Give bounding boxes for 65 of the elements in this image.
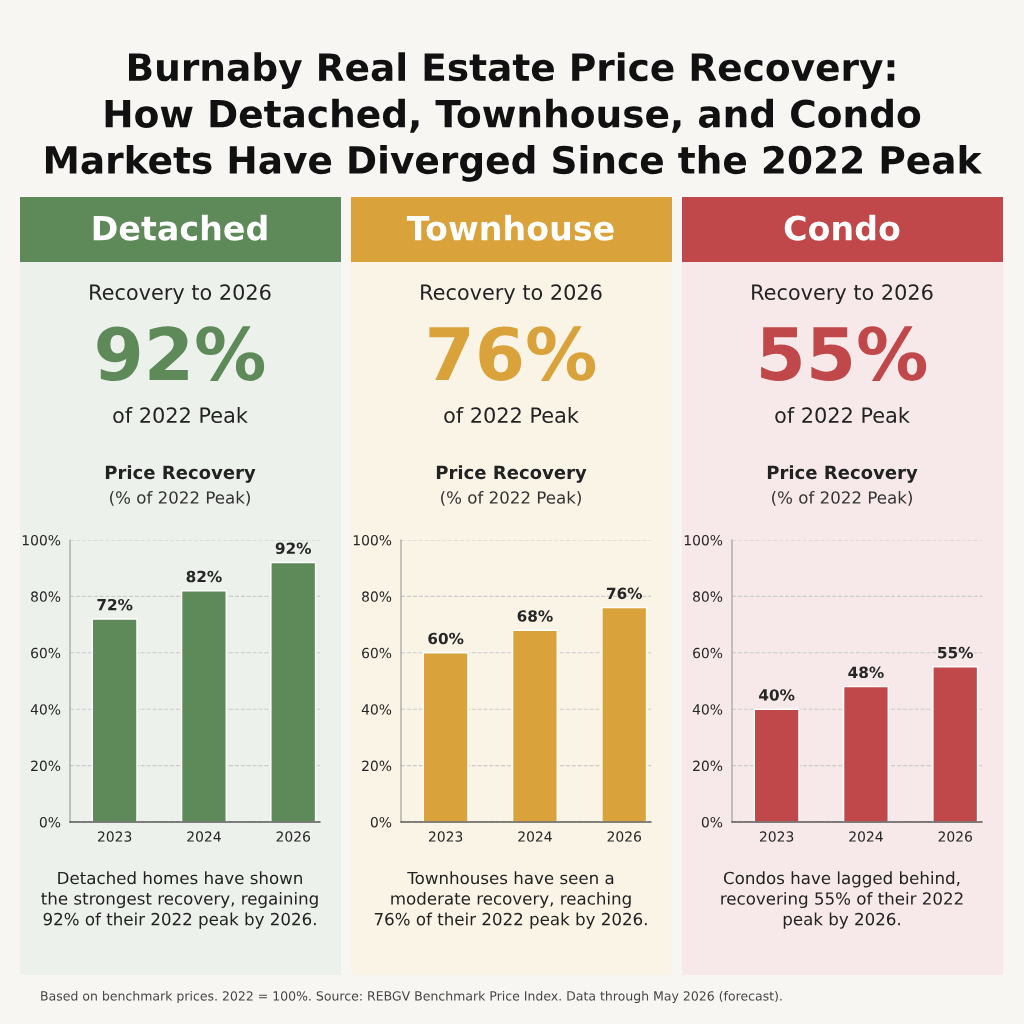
text: (% of 2022 Peak) [110, 490, 250, 506]
y-tick-label: 40% [692, 704, 723, 715]
text: 76% [429, 326, 596, 381]
data-label: 55% [938, 646, 974, 659]
bar [932, 666, 979, 822]
x-tick-label: 2024 [849, 831, 883, 842]
chart-subtitle: Recovery to 2026 [752, 284, 933, 305]
y-tick-label: 80% [31, 591, 61, 602]
data-label: 40% [759, 689, 795, 701]
y-tick-label: 0% [370, 816, 392, 828]
y-tick-label: 100% [22, 534, 61, 546]
data-label: 72% [97, 598, 133, 611]
text: Condos have lagged behind, recovering 55% of their 2022 peak by 2026. [721, 871, 963, 929]
data-label: 82% [186, 570, 222, 583]
x-tick-label: 2026 [607, 831, 642, 842]
y-tick-label: 20% [31, 760, 61, 772]
y-tick-label: 0% [39, 816, 61, 828]
data-label: 76% [606, 587, 643, 600]
x-tick-label: 2024 [187, 831, 221, 842]
y-tick-label: 100% [353, 534, 392, 546]
text: (% of 2022 Peak) [772, 490, 912, 506]
text: Detached homes have shown the strongest recovery, regaining 92% of their 2022 peak by 2026. [41, 871, 318, 929]
text: 55% [761, 326, 927, 381]
y-tick-label: 80% [693, 591, 723, 602]
chart-subtitle: Recovery to 2026 [90, 284, 271, 305]
x-tick-label: 2023 [428, 831, 463, 842]
x-tick-label: 2026 [276, 831, 311, 842]
data-label: 68% [517, 610, 553, 622]
x-tick-label: 2023 [759, 831, 794, 842]
y-tick-label: 20% [693, 760, 723, 772]
chart-subtitle: Recovery to 2026 [421, 284, 602, 305]
text: Price Recovery [767, 465, 918, 483]
x-tick-label: 2023 [97, 831, 132, 842]
chart-title: Detached [93, 214, 267, 241]
chart-title: Townhouse [406, 214, 614, 241]
text: 92% [97, 326, 265, 381]
text: of 2022 Peak [444, 406, 579, 424]
y-tick-label: 100% [684, 534, 723, 546]
y-tick-label: 20% [362, 760, 392, 772]
data-label: 92% [275, 542, 312, 555]
x-tick-label: 2026 [938, 831, 973, 842]
data-label: 48% [848, 666, 884, 679]
text: Townhouses have seen a moderate recovery, reaching 76% of their 2022 peak by 2026. [374, 871, 647, 929]
data-label: 60% [428, 632, 464, 645]
chart-title: Condo [784, 214, 900, 241]
bar [753, 708, 800, 822]
y-tick-label: 40% [30, 704, 61, 715]
y-tick-label: 60% [31, 647, 61, 659]
bar [842, 685, 889, 822]
text: Price Recovery [436, 465, 587, 483]
y-tick-label: 40% [361, 704, 392, 715]
bar [270, 561, 317, 822]
text: Burnaby Real Estate Price Recovery: How Detached, Townhouse, and Condo Markets Have Diverged Since the 2022 Peak [45, 52, 983, 182]
bar [180, 590, 227, 822]
text: (% of 2022 Peak) [441, 490, 581, 506]
x-tick-label: 2024 [518, 831, 552, 842]
y-tick-label: 0% [701, 816, 723, 828]
y-tick-label: 60% [362, 647, 392, 659]
text: of 2022 Peak [113, 406, 248, 424]
bar [91, 618, 138, 822]
text: Price Recovery [105, 465, 256, 483]
text: Based on benchmark prices. 2022 = 100%. Source: REBGV Benchmark Price Index. Data through May 2026 (forecast). [41, 990, 782, 1004]
y-tick-label: 80% [362, 591, 392, 602]
text: of 2022 Peak [775, 406, 910, 424]
y-tick-label: 60% [693, 647, 723, 659]
